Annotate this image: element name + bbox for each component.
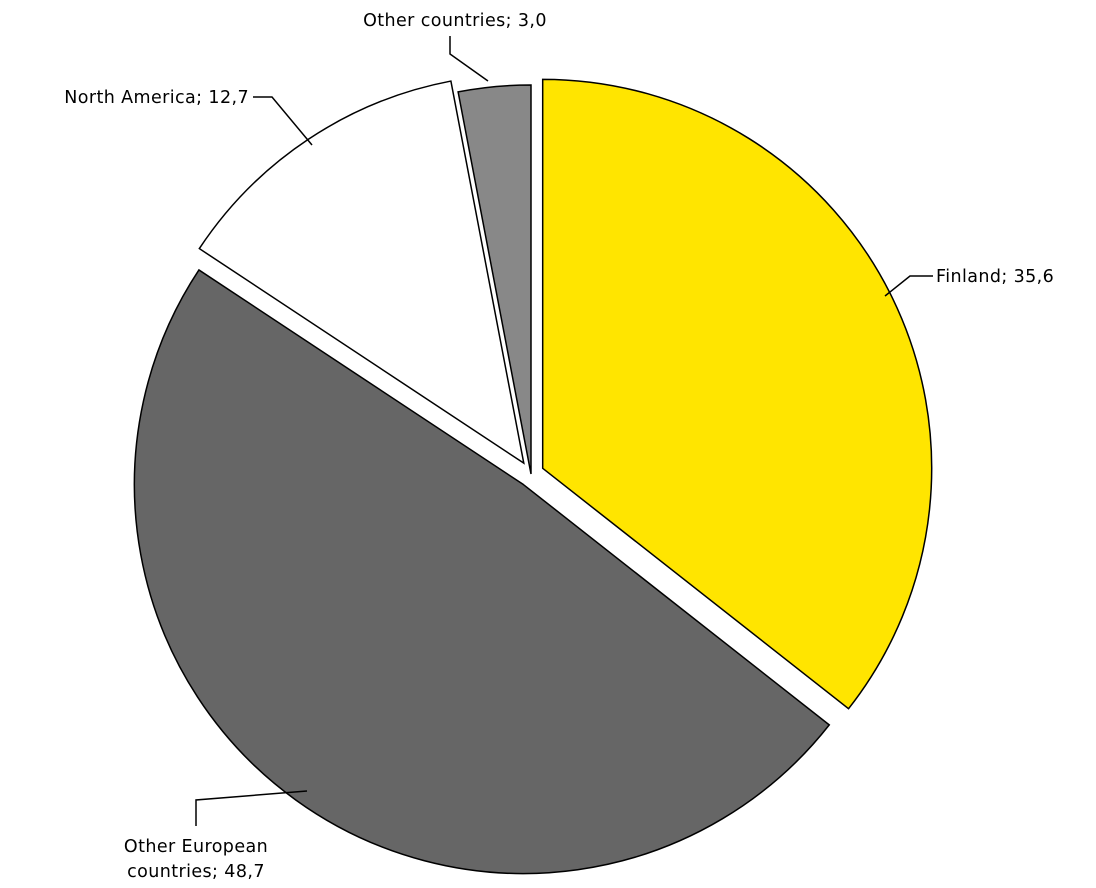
leader-line-other-countries [449,36,489,82]
data-label-north-america: North America; 12,7 [64,88,249,108]
leader-line-other-european [195,790,308,826]
data-label-finland: Finland; 35,6 [936,267,1054,287]
pie-slice-other-european-countries [133,268,831,875]
leader-line-north-america [253,96,313,146]
data-label-other-european-line2: countries; 48,7 [127,862,265,882]
pie-slice-other-countries [457,84,532,475]
pie-slice-finland [541,78,933,710]
leader-line-finland [884,275,933,297]
pie-slices [133,78,933,875]
data-label-other-countries: Other countries; 3,0 [363,11,547,31]
data-label-other-european-line1: Other European [124,837,268,857]
